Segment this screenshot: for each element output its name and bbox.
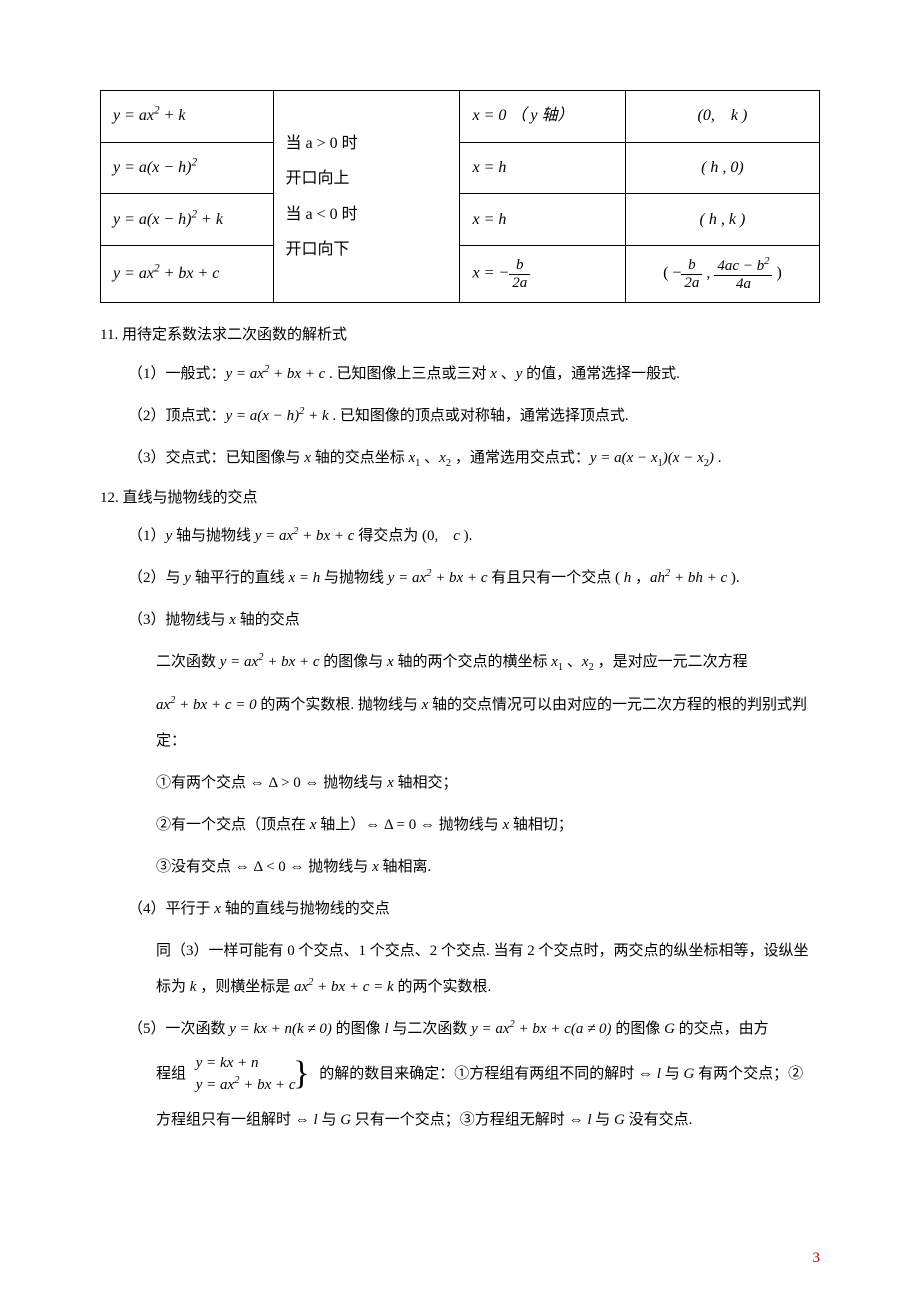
sec12-item-3a: 二次函数 y = ax2 + bx + c 的图像与 x 轴的两个交点的横坐标 … [156,644,820,680]
table-row: y = a(x − h)2 + k x = h ( h , k ) [101,194,820,246]
axis-cell: x = 0 （ y 轴） [472,107,573,124]
func-cell: y = ax2 + k [113,107,186,124]
sec12-item-4: （4）平行于 x 轴的直线与抛物线的交点 [128,891,820,927]
sec12-item-3e: ③没有交点 ⇔ Δ < 0 ⇔ 抛物线与 x 轴相离. [156,849,820,885]
quadratic-forms-table: y = ax2 + k 当 a > 0 时开口向上当 a < 0 时开口向下 x… [100,90,820,303]
sec11-item-3: （3）交点式：已知图像与 x 轴的交点坐标 x1 、x2 ，通常选用交点式：y … [128,440,820,476]
sec12-item-1: （1）y 轴与抛物线 y = ax2 + bx + c 得交点为 (0, c )… [128,518,820,554]
system-line-1: y = kx + n [196,1053,296,1074]
sec12-item-5b: 程组 y = kx + n y = ax2 + bx + c } 的解的数目来确… [156,1053,820,1096]
system-line-2: y = ax2 + bx + c [196,1074,296,1096]
vertex-cell: ( h , k ) [700,211,746,228]
sec12-item-4a: 同（3）一样可能有 0 个交点、1 个交点、2 个交点. 当有 2 个交点时，两… [156,933,820,1005]
sec12-item-5c: 方程组只有一组解时 ⇔ l 与 G 只有一个交点；③方程组无解时 ⇔ l 与 G… [156,1102,820,1138]
vertex-cell: ( −b2a , 4ac − b24a ) [625,246,819,303]
axis-cell: x = −b2a [460,246,625,303]
vertex-cell: (0, k ) [698,107,748,124]
sec12-item-3: （3）抛物线与 x 轴的交点 [128,602,820,638]
table-row: y = ax2 + bx + c x = −b2a ( −b2a , 4ac −… [101,246,820,303]
sec12-item-3b: ax2 + bx + c = 0 的两个实数根. 抛物线与 x 轴的交点情况可以… [156,687,820,759]
equation-system: y = kx + n y = ax2 + bx + c } [196,1053,310,1096]
sec12-item-3c: ①有两个交点 ⇔ Δ > 0 ⇔ 抛物线与 x 轴相交； [156,765,820,801]
axis-cell: x = h [472,159,506,176]
page-number: 3 [813,1244,821,1273]
sec12-5b-pre: 程组 [156,1065,186,1081]
table-row: y = a(x − h)2 x = h ( h , 0) [101,142,820,194]
sec11-item-1: （1）一般式：y = ax2 + bx + c . 已知图像上三点或三对 x 、… [128,356,820,392]
section-11-title: 11. 用待定系数法求二次函数的解析式 [100,321,820,350]
table-row: y = ax2 + k 当 a > 0 时开口向上当 a < 0 时开口向下 x… [101,91,820,143]
sec12-item-2: （2）与 y 轴平行的直线 x = h 与抛物线 y = ax2 + bx + … [128,560,820,596]
func-cell: y = a(x − h)2 + k [113,211,223,228]
sec12-item-5a: （5）一次函数 y = kx + n(k ≠ 0) 的图像 l 与二次函数 y … [128,1011,820,1047]
sec12-5b-post: 的解的数目来确定：①方程组有两组不同的解时 ⇔ l 与 G 有两个交点；② [319,1065,803,1081]
sec11-item-2: （2）顶点式：y = a(x − h)2 + k . 已知图像的顶点或对称轴，通… [128,398,820,434]
right-brace-icon: } [293,1053,309,1096]
document-page: y = ax2 + k 当 a > 0 时开口向上当 a < 0 时开口向下 x… [0,0,920,1302]
func-cell: y = ax2 + bx + c [113,265,219,282]
func-cell: y = a(x − h)2 [113,159,197,176]
sec12-item-3d: ②有一个交点（顶点在 x 轴上）⇔ Δ = 0 ⇔ 抛物线与 x 轴相切； [156,807,820,843]
axis-cell: x = h [472,211,506,228]
vertex-cell: ( h , 0) [701,159,744,176]
section-12-title: 12. 直线与抛物线的交点 [100,484,820,513]
opening-direction-cell: 当 a > 0 时开口向上当 a < 0 时开口向下 [273,91,460,303]
